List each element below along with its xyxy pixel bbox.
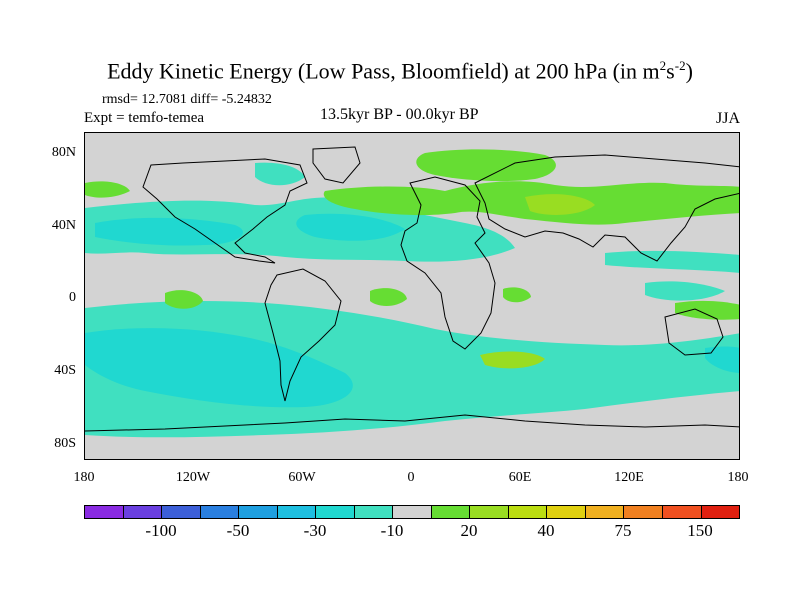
colorbar-swatch <box>277 506 317 518</box>
colorbar-label: 40 <box>537 521 555 540</box>
colorbar-label: -50 <box>226 521 250 540</box>
tropical-east-pacific <box>165 290 203 309</box>
colorbar-swatch <box>585 506 625 518</box>
season-label: JJA <box>716 110 741 127</box>
map-canvas <box>85 133 739 459</box>
europe-africa-outline <box>400 176 496 350</box>
colorbar-swatch <box>354 506 394 518</box>
south-america-outline <box>264 268 342 402</box>
colorbar-label: -10 <box>380 521 404 540</box>
colorbar-swatch <box>85 506 124 518</box>
lat-tick-80n: 80N <box>51 145 76 160</box>
greenland-outline <box>312 146 361 184</box>
asia-outline <box>474 154 739 262</box>
colorbar-swatch <box>701 506 740 518</box>
lat-tick-eq: 0 <box>69 290 76 305</box>
colorbar-swatch <box>662 506 702 518</box>
west-pacific-patch <box>85 181 130 198</box>
lat-tick-80s: 80S <box>54 436 76 451</box>
colorbar-swatch <box>316 506 355 518</box>
colorbar-swatch <box>470 506 509 518</box>
time-range-label: 13.5kyr BP - 00.0kyr BP <box>320 106 479 123</box>
colorbar-label: -100 <box>145 521 177 540</box>
indo-pacific-patch <box>675 300 739 320</box>
colorbar-label: 150 <box>687 521 713 540</box>
experiment-label: Expt = temfo-temea <box>84 110 205 126</box>
antarctica-outline <box>85 414 739 432</box>
colorbar-swatch <box>393 506 432 518</box>
lon-tick-0: 0 <box>407 470 415 485</box>
sh-indian-core <box>705 346 739 373</box>
colorbar-swatch <box>239 506 278 518</box>
lon-tick-60e: 60E <box>508 470 532 485</box>
figure-title: Eddy Kinetic Energy (Low Pass, Bloomfiel… <box>0 58 800 84</box>
title-exponent-1: 2 <box>659 58 667 73</box>
colorbar-swatch <box>547 506 586 518</box>
title-text: Eddy Kinetic Energy (Low Pass, Bloomfiel… <box>107 58 660 84</box>
north-america-outline <box>142 158 308 264</box>
south-atlantic-patch <box>480 351 545 369</box>
lon-tick-180w: 180 <box>73 470 95 485</box>
colorbar-swatch <box>508 506 548 518</box>
colorbar-swatch <box>123 506 163 518</box>
world-map <box>84 132 740 460</box>
colorbar-swatch <box>200 506 240 518</box>
tropical-atlantic <box>370 288 407 306</box>
colorbar-label: -30 <box>303 521 327 540</box>
eurasia-north-band <box>416 149 556 182</box>
title-close: ) <box>685 58 693 84</box>
arctic-patch <box>255 162 305 186</box>
colorbar-swatch <box>162 506 201 518</box>
tropical-africa <box>503 287 531 303</box>
central-asia-core <box>525 194 595 215</box>
colorbar-label: 75 <box>614 521 632 540</box>
colorbar-swatch <box>431 506 471 518</box>
stats-label: rmsd= 12.7081 diff= -5.24832 <box>102 92 272 107</box>
coastlines <box>85 146 739 432</box>
indian-ocean-band <box>605 250 739 273</box>
lat-tick-40n: 40N <box>51 218 76 233</box>
sh-pacific-core <box>85 328 353 408</box>
colorbar-swatch <box>624 506 663 518</box>
positive-anomaly-regions <box>85 149 739 369</box>
nh-pacific-core <box>95 217 244 246</box>
australia-outline <box>664 308 724 356</box>
lon-tick-120w: 120W <box>175 470 211 485</box>
nh-atlantic-core <box>296 213 405 241</box>
lon-tick-120e: 120E <box>614 470 644 485</box>
title-exponent-2: -2 <box>674 58 686 73</box>
colorbar <box>84 505 740 519</box>
lat-tick-40s: 40S <box>54 363 76 378</box>
colorbar-label: 20 <box>460 521 478 540</box>
lon-tick-60w: 60W <box>288 470 316 485</box>
title-unit-s: s <box>666 58 675 84</box>
west-pacific-patch <box>645 281 725 301</box>
lon-tick-180e: 180 <box>727 470 749 485</box>
